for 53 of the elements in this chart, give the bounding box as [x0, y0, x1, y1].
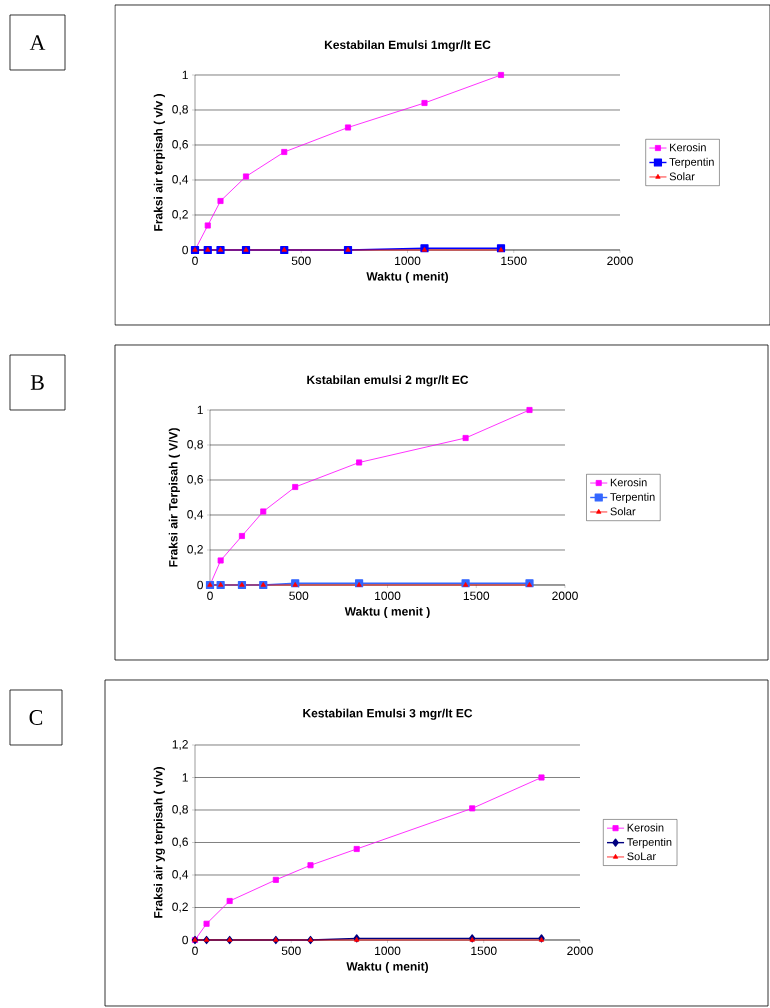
x-axis-title: Waktu ( menit ) [344, 606, 430, 619]
y-tick-label: 0,6 [172, 140, 188, 150]
y-tick-label: 1 [182, 773, 188, 782]
x-tick-label: 2000 [552, 591, 578, 601]
x-tick-label: 500 [281, 946, 301, 956]
x-tick-label: 500 [291, 256, 311, 266]
x-tick-label: 500 [289, 591, 309, 601]
y-tick-label: 1 [197, 405, 203, 415]
x-axis-title: Waktu ( menit) [346, 961, 428, 974]
legend-label: Solar [610, 507, 636, 516]
y-tick-label: 0,6 [187, 475, 203, 485]
x-tick-label: 1000 [394, 256, 421, 266]
y-tick-label: 0 [197, 580, 203, 590]
x-tick-label: 0 [206, 591, 213, 601]
y-tick-label: 0,8 [172, 105, 188, 115]
y-tick-label: 0,8 [187, 440, 203, 450]
y-tick-label: 1,2 [172, 740, 188, 750]
y-tick-label: 0,4 [187, 510, 203, 520]
x-tick-label: 2000 [607, 256, 633, 266]
text: C [29, 710, 42, 725]
y-axis-title: Fraksi air Terpisah ( V/V) [168, 428, 180, 567]
legend-label: Terpentin [626, 837, 672, 849]
y-tick-label: 0 [182, 245, 188, 255]
y-tick-label: 0,4 [172, 175, 188, 185]
x-tick-label: 2000 [567, 946, 593, 956]
y-tick-label: 0,8 [172, 805, 188, 815]
y-tick-label: 0,6 [172, 837, 188, 848]
y-tick-label: 0,2 [172, 902, 188, 913]
x-tick-label: 1000 [374, 946, 401, 956]
x-tick-label: 1500 [471, 946, 497, 956]
y-tick-label: 0,4 [172, 870, 188, 880]
y-tick-label: 1 [182, 70, 188, 80]
chart-title: Kestabilan Emulsi 1mgr/lt EC [324, 40, 491, 52]
y-tick-label: 0,2 [172, 210, 188, 220]
x-tick-label: 1000 [374, 591, 401, 601]
chart-title: Kestabilan Emulsi 3 mgr/lt EC [303, 708, 473, 720]
x-tick-label: 1500 [463, 591, 489, 601]
legend-label: Kerosin [610, 478, 647, 487]
text: A [29, 35, 46, 50]
y-axis-title: Fraksi air yg terpisah ( v/v) [153, 767, 165, 918]
x-tick-label: 1500 [501, 256, 527, 266]
x-axis-title: Waktu ( menit) [366, 271, 448, 284]
legend-label: Kerosin [669, 143, 706, 152]
y-axis-title: Fraksi air terpisah ( v/v ) [153, 94, 165, 231]
legend-label: Terpentin [610, 492, 655, 503]
chart-title: Kstabilan emulsi 2 mgr/lt EC [307, 375, 469, 387]
text: B [30, 375, 44, 390]
y-tick-label: 0,2 [187, 545, 203, 555]
legend-label: SoLar [627, 852, 656, 861]
legend-label: Terpentin [669, 157, 714, 168]
y-tick-label: 0 [182, 935, 188, 945]
legend-label: Kerosin [627, 823, 664, 832]
legend-label: Solar [669, 172, 695, 181]
